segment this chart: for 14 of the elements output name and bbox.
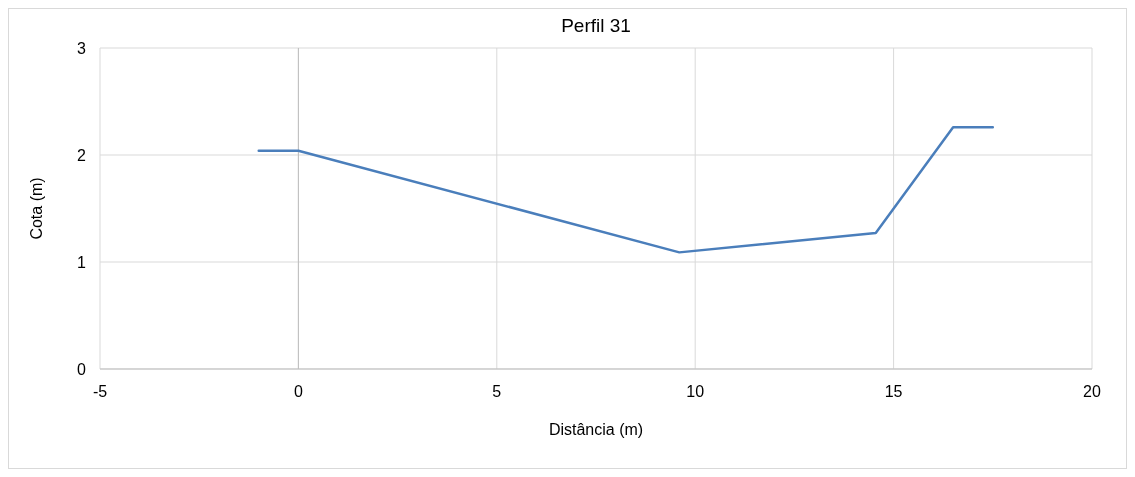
y-tick-label: 3 [77, 39, 87, 57]
x-tick-label: -5 [92, 383, 108, 400]
y-tick-label: 2 [77, 146, 87, 164]
x-tick-label: 10 [686, 383, 705, 400]
x-tick-label: 0 [293, 383, 303, 400]
x-tick-label: 20 [1083, 383, 1101, 400]
x-tick-label: 15 [884, 383, 903, 400]
y-axis-title: Cota (m) [28, 177, 45, 240]
chart-title: Perfil 31 [561, 15, 631, 36]
line-series [257, 125, 995, 254]
x-tick-label: 5 [492, 383, 502, 400]
x-axis-title: Distância (m) [548, 421, 644, 438]
y-tick-label: 0 [77, 360, 87, 378]
y-tick-label: 1 [77, 253, 87, 271]
